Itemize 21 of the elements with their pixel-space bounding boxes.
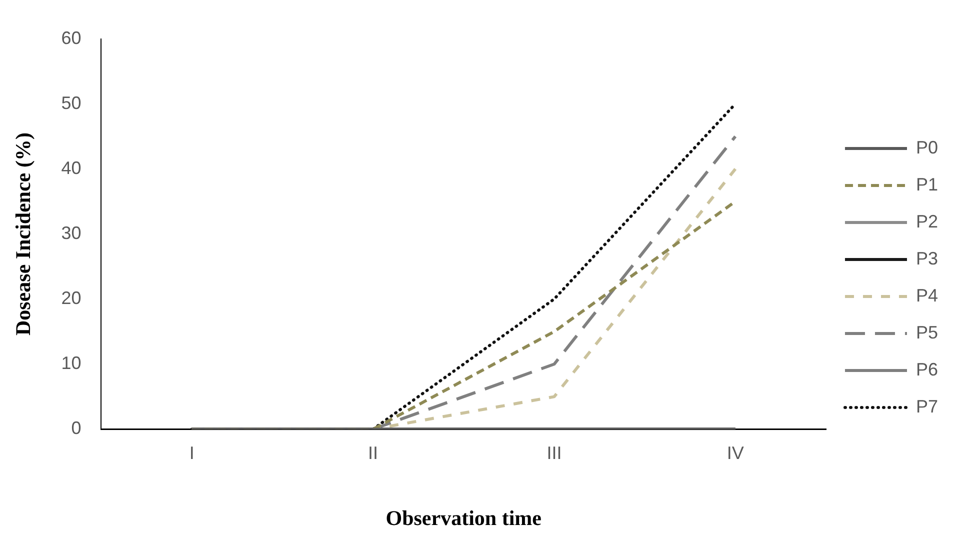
legend-label: P7: [916, 396, 938, 416]
legend-label: P2: [916, 211, 938, 232]
y-tick-label: 10: [61, 353, 82, 374]
y-tick-label: 20: [61, 288, 82, 308]
legend-label: P0: [916, 137, 938, 158]
y-tick-label: 30: [61, 222, 82, 243]
y-tick-label: 0: [71, 418, 82, 438]
legend-label: P6: [916, 359, 938, 380]
legend-label: P1: [916, 174, 938, 194]
x-tick-label: III: [546, 442, 562, 463]
x-tick-label: IV: [726, 442, 744, 463]
legend-label: P3: [916, 248, 938, 268]
y-axis-title: Dosease Incidence (%): [11, 132, 36, 336]
y-tick-label: 50: [61, 92, 82, 113]
y-tick-label: 60: [61, 28, 82, 48]
y-tick-label: 40: [61, 158, 82, 178]
x-tick-label: I: [189, 442, 194, 463]
legend-label: P4: [916, 285, 938, 306]
legend-label: P5: [916, 322, 938, 342]
x-tick-label: II: [368, 442, 378, 463]
x-axis-title: Observation time: [386, 506, 542, 530]
